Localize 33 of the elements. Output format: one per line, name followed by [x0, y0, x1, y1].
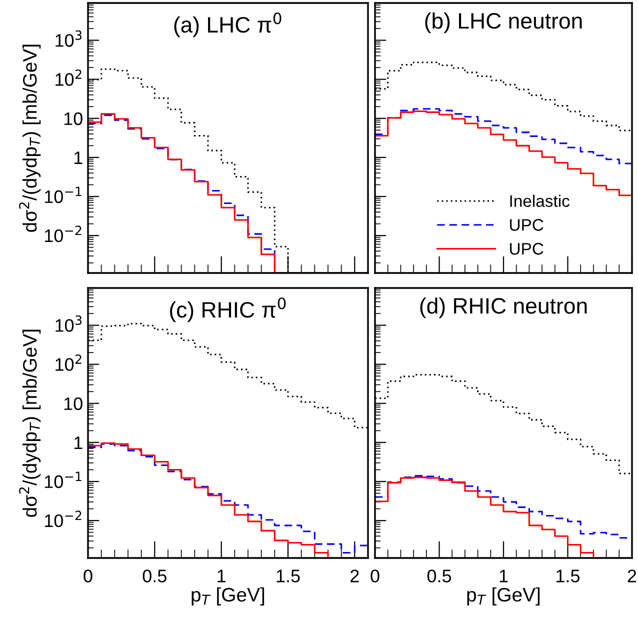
y-tick-label: 1 — [74, 436, 82, 449]
x-tick-label: 0 — [370, 570, 380, 582]
x-tick-label: 1 — [500, 570, 508, 582]
chart-title: (c) RHIC π$^{0}$ — [170, 297, 286, 322]
y-axis-title: dσ$^{2}$/(dydp$_{T}$) [mb/GeV] — [19, 44, 41, 232]
y-tick-label: 10 — [64, 397, 82, 410]
chart-title: (a) LHC π$^{0}$ — [174, 12, 282, 38]
y-tick-label: 10$^{2}$ — [56, 354, 82, 371]
series-label: UPC — [510, 219, 544, 231]
series-label: Inelastic — [510, 194, 570, 207]
y-tick-label: 10$^{2}$ — [56, 69, 82, 86]
x-tick-label: 2 — [350, 570, 359, 582]
x-axis-title: p$_{T}$ [GeV] — [467, 587, 540, 606]
series-label: UPC — [510, 242, 544, 255]
x-tick-label: 1.5 — [276, 570, 300, 582]
y-tick-label: 1 — [74, 152, 82, 164]
y-tick-label: 10$^{−1}$ — [44, 472, 82, 488]
chart-title: (b) LHC neutron — [425, 12, 582, 34]
x-tick-label: 0.5 — [142, 570, 166, 582]
y-tick-label: 10$^{−1}$ — [44, 186, 82, 204]
x-tick-label: 0 — [84, 570, 92, 582]
x-axis-title: p$_{T}$ [GeV] — [192, 587, 264, 606]
chart-title: (d) RHIC neutron — [420, 297, 587, 318]
y-tick-label: 10$^{3}$ — [56, 30, 82, 47]
y-tick-label: 10 — [64, 112, 82, 126]
x-tick-label: 1 — [218, 570, 226, 582]
x-tick-label: 2 — [628, 570, 636, 582]
x-tick-label: 1.5 — [556, 570, 580, 582]
x-tick-label: 0.5 — [427, 570, 452, 582]
y-axis-title: dσ$^{2}$/(dydp$_{T}$) [mb/GeV] — [19, 330, 41, 517]
y-tick-label: 10$^{3}$ — [56, 315, 82, 332]
y-tick-label: 10$^{−2}$ — [44, 510, 82, 528]
y-tick-label: 10$^{−2}$ — [44, 226, 82, 242]
